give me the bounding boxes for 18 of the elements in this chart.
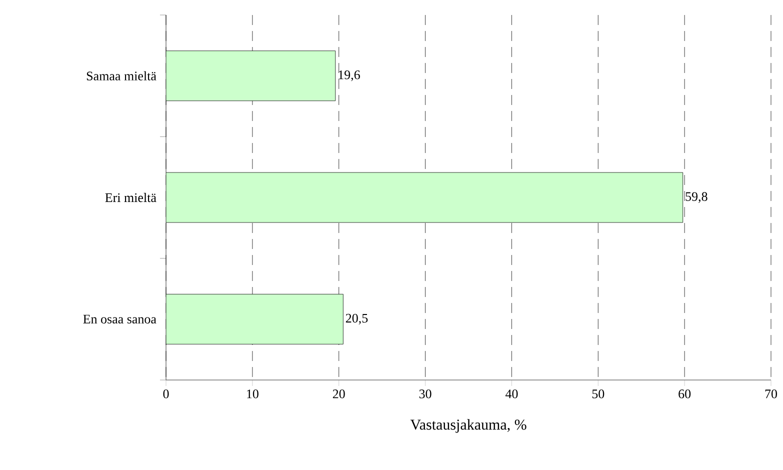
bar (166, 172, 684, 223)
y-tick-label: Eri mieltä (105, 192, 156, 202)
x-axis-title: Vastausjakauma, % (410, 419, 526, 433)
x-tick-label: 60 (678, 390, 691, 398)
y-tick-label: Samaa mieltä (86, 71, 156, 80)
x-tick-label: 20 (332, 390, 345, 398)
bar (166, 294, 344, 344)
x-tick-label: 50 (592, 390, 604, 398)
x-tick-label: 10 (247, 390, 258, 398)
x-tick-label: 30 (419, 390, 432, 398)
y-tick-label: En osaa sanoa (83, 314, 156, 324)
data-label: 20,5 (346, 314, 368, 324)
x-tick-label: 0 (163, 390, 169, 398)
data-label: 59,8 (686, 192, 708, 203)
x-tick-label: 70 (765, 390, 777, 398)
bar (166, 50, 336, 102)
x-tick-label: 40 (505, 390, 518, 398)
data-label: 19,6 (338, 70, 360, 82)
